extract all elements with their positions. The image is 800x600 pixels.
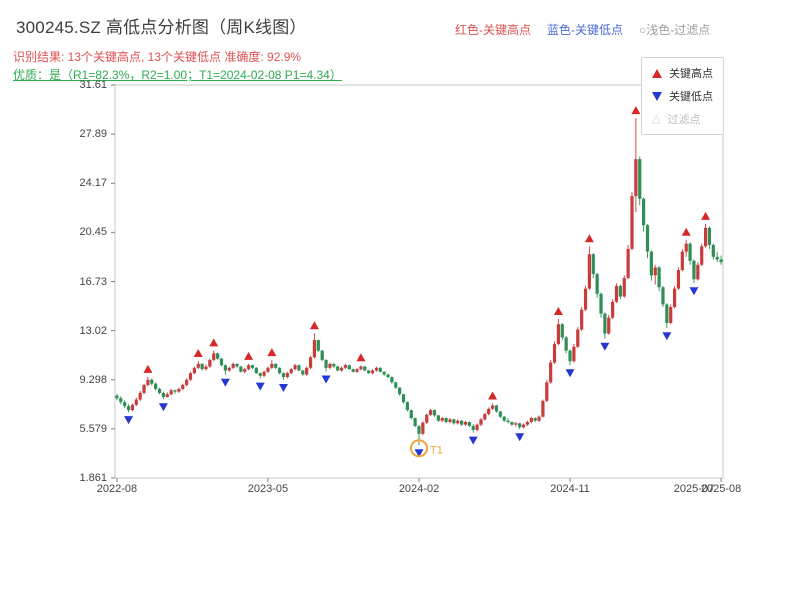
header-legend-filter-label: ○浅色-过滤点 bbox=[639, 23, 711, 37]
key-high-marker bbox=[267, 348, 277, 357]
y-tick-label: 9.298 bbox=[79, 373, 107, 386]
key-low-marker bbox=[515, 433, 525, 442]
key-high-marker bbox=[193, 348, 203, 357]
key-low-marker bbox=[278, 383, 288, 392]
header-color-legend: 红色-关键高点 蓝色-关键低点 ○浅色-过滤点 bbox=[455, 21, 710, 38]
header-legend-key-low-label: 蓝色-关键低点 bbox=[547, 23, 623, 37]
key-low-marker bbox=[321, 375, 331, 384]
y-tick-label: 31.61 bbox=[79, 79, 107, 91]
key-high-marker bbox=[701, 211, 711, 220]
t1-annotation-label: T1 bbox=[430, 444, 443, 456]
key-high-marker bbox=[584, 234, 594, 243]
plot-border bbox=[114, 84, 724, 479]
y-tick-label: 24.17 bbox=[79, 177, 107, 190]
t1-highlight-circle bbox=[410, 439, 428, 458]
y-tick-label: 16.73 bbox=[79, 275, 107, 288]
key-high-marker bbox=[488, 391, 498, 400]
key-low-marker bbox=[414, 449, 424, 458]
x-tick-label: 2024-11 bbox=[550, 483, 590, 495]
key-high-marker bbox=[244, 351, 254, 360]
key-low-marker bbox=[600, 342, 610, 351]
key-low-marker bbox=[689, 287, 699, 296]
key-low-triangle-icon bbox=[652, 91, 662, 101]
y-tick-label: 5.579 bbox=[79, 422, 107, 435]
y-tick-label: 27.89 bbox=[79, 128, 107, 141]
x-axis-tick-labels: 2022-08 2023-05 2024-02 2024-11 2025-08 2025-… bbox=[0, 483, 800, 499]
key-point-markers bbox=[124, 106, 711, 458]
key-high-marker bbox=[553, 306, 563, 315]
x-tick-label: 2022-08 bbox=[96, 483, 138, 495]
chart-legend: 关键高点 关键低点 △ 过滤点 bbox=[641, 57, 724, 135]
key-high-marker bbox=[356, 353, 366, 362]
recognition-result-text: 识别结果: 13个关键高点, 13个关键低点 准确度: 92.9% bbox=[13, 50, 302, 64]
key-high-marker bbox=[209, 338, 219, 347]
key-low-marker bbox=[662, 332, 672, 341]
y-axis-tick-labels: 31.61 27.89 24.17 20.45 16.73 13.02 9.298 5.579… bbox=[0, 0, 109, 600]
key-high-marker bbox=[631, 106, 641, 115]
page-title: 300245.SZ 高低点分析图（周K线图） bbox=[16, 18, 307, 37]
x-tick-label: 2025-08 bbox=[700, 483, 742, 495]
y-tick-label: 1.861 bbox=[79, 472, 107, 484]
quality-result-text: 优质：是（R1=82.3%，R2=1.00；T1=2024-02-08 P1=4… bbox=[13, 68, 342, 82]
y-tick-label: 13.02 bbox=[79, 324, 107, 337]
legend-item-key-low: 关键低点 bbox=[652, 88, 713, 104]
legend-item-key-high: 关键高点 bbox=[652, 65, 713, 81]
key-low-marker bbox=[255, 382, 265, 391]
key-low-marker bbox=[565, 369, 575, 378]
candles-layer bbox=[115, 118, 723, 446]
filtered-point-icon: △ bbox=[652, 112, 661, 125]
x-extra-date-label: 2025-07 bbox=[673, 483, 715, 495]
key-low-marker bbox=[220, 378, 230, 387]
x-tick-label: 2023-05 bbox=[247, 483, 289, 495]
key-high-marker bbox=[309, 321, 319, 330]
x-tick-label: 2024-02 bbox=[398, 483, 440, 495]
key-high-marker bbox=[143, 364, 153, 373]
legend-item-filtered: △ 过滤点 bbox=[652, 111, 713, 127]
legend-filtered-label: 过滤点 bbox=[667, 114, 701, 126]
key-low-marker bbox=[158, 403, 168, 412]
key-high-marker bbox=[681, 227, 691, 236]
legend-key-high-label: 关键高点 bbox=[669, 68, 713, 80]
key-low-marker bbox=[468, 436, 478, 445]
legend-key-low-label: 关键低点 bbox=[669, 91, 713, 103]
key-low-marker bbox=[124, 416, 134, 425]
header-legend-key-high-label: 红色-关键高点 bbox=[455, 23, 531, 37]
key-high-triangle-icon bbox=[652, 68, 662, 78]
y-tick-label: 20.45 bbox=[79, 226, 107, 239]
